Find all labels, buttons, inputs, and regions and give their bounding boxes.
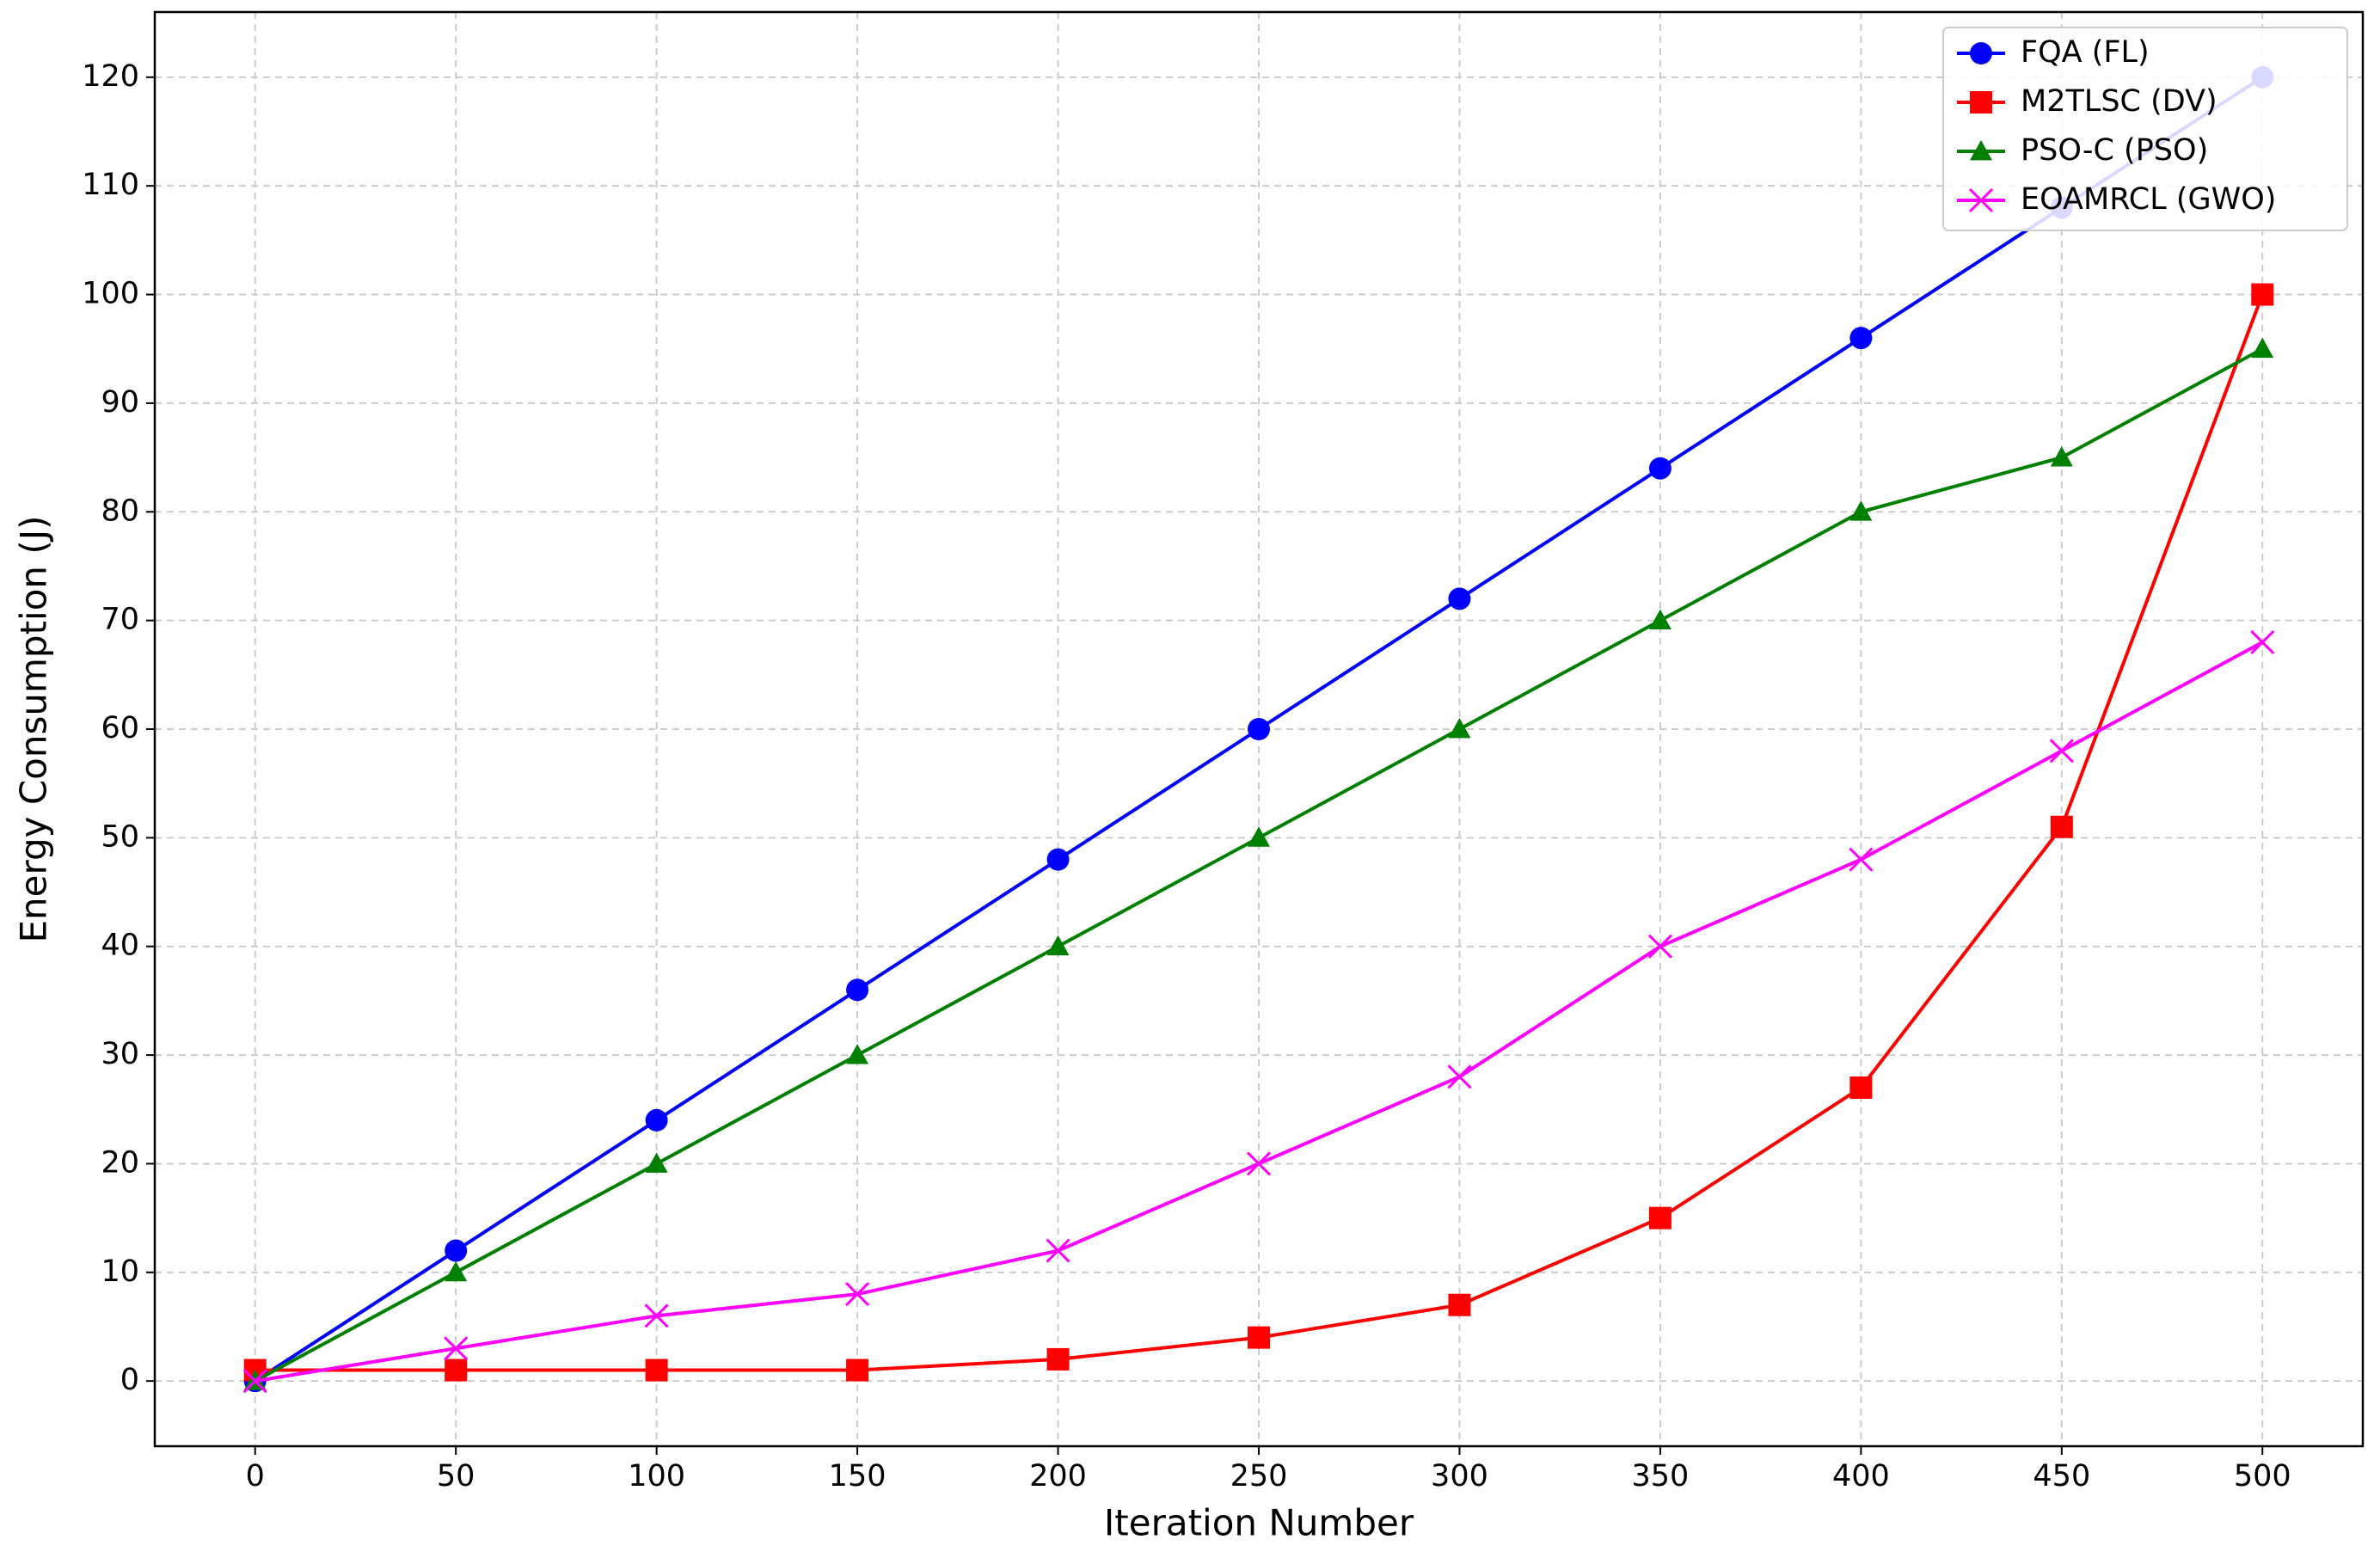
x-tick-label: 200 (1029, 1459, 1087, 1493)
y-tick-label: 80 (101, 494, 139, 528)
y-tick-label: 40 (101, 929, 139, 963)
legend-label: EOAMRCL (GWO) (2021, 182, 2276, 217)
marker (644, 1303, 669, 1328)
marker (1248, 1326, 1270, 1349)
x-tick-label: 450 (2033, 1459, 2090, 1493)
y-tick-label: 20 (101, 1145, 139, 1180)
x-tick-label: 350 (1632, 1459, 1690, 1493)
marker (846, 1044, 869, 1064)
series-line (254, 347, 2264, 1383)
marker (645, 1359, 668, 1382)
plot-frame (153, 10, 2365, 1448)
marker (1046, 1347, 1070, 1371)
marker (1968, 187, 1994, 213)
y-tick-label: 10 (101, 1254, 139, 1289)
y-tick-label: 70 (101, 603, 139, 637)
marker (1970, 91, 1992, 113)
y-tick-label: 120 (82, 59, 139, 94)
marker (2251, 337, 2274, 359)
marker (1248, 826, 1270, 847)
marker (1849, 327, 1873, 350)
marker (2250, 629, 2275, 654)
marker (1970, 140, 1992, 161)
marker (2050, 815, 2073, 838)
marker (445, 1260, 468, 1282)
x-tick-label: 50 (437, 1459, 475, 1493)
y-tick-label: 90 (101, 385, 139, 420)
legend: FQA (FL) M2TLSC (DV) PSO-C (PSO) EOAMRCL (G… (1942, 27, 2348, 231)
x-axis-label: Iteration Number (1104, 1502, 1414, 1544)
marker (645, 1108, 668, 1132)
x-tick-label: 0 (246, 1459, 265, 1493)
marker (1447, 1064, 1472, 1089)
x-tick-label: 400 (1832, 1459, 1890, 1493)
marker (2050, 446, 2073, 467)
marker (845, 1282, 870, 1307)
marker (1246, 1151, 1272, 1176)
marker (2049, 739, 2074, 764)
marker (1849, 500, 1873, 521)
marker (1849, 1076, 1873, 1099)
y-tick-label: 100 (82, 277, 139, 311)
y-tick-label: 0 (120, 1363, 139, 1397)
marker (1448, 1293, 1471, 1316)
x-tick-label: 250 (1230, 1459, 1288, 1493)
marker (846, 978, 869, 1002)
marker (1970, 42, 1992, 64)
legend-label: M2TLSC (DV) (2021, 84, 2217, 119)
marker (1648, 457, 1672, 480)
marker (2251, 283, 2274, 306)
marker (1849, 847, 1874, 872)
marker (846, 1359, 869, 1382)
marker (445, 1239, 468, 1262)
y-tick-label: 110 (82, 168, 139, 202)
y-tick-label: 50 (101, 819, 139, 854)
marker (1046, 935, 1070, 956)
y-axis-label: Energy Consumption (J) (13, 515, 55, 942)
marker (1046, 1238, 1070, 1263)
marker (645, 1152, 668, 1173)
marker (1647, 934, 1672, 959)
marker (1248, 718, 1270, 740)
x-tick-label: 100 (628, 1459, 685, 1493)
legend-label: PSO-C (PSO) (2021, 133, 2208, 168)
marker (1648, 609, 1672, 630)
marker (1046, 848, 1070, 871)
marker (242, 1369, 267, 1394)
legend-box (1942, 27, 2348, 231)
x-tick-label: 300 (1431, 1459, 1488, 1493)
x-tick-label: 150 (829, 1459, 886, 1493)
y-tick-label: 30 (101, 1037, 139, 1071)
marker (1448, 587, 1471, 610)
marker (444, 1336, 469, 1361)
legend-label: FQA (FL) (2021, 35, 2150, 70)
x-tick-label: 500 (2234, 1459, 2291, 1493)
marker (1648, 1206, 1672, 1230)
marker (445, 1359, 468, 1382)
marker (1448, 718, 1471, 739)
y-tick-label: 60 (101, 711, 139, 745)
